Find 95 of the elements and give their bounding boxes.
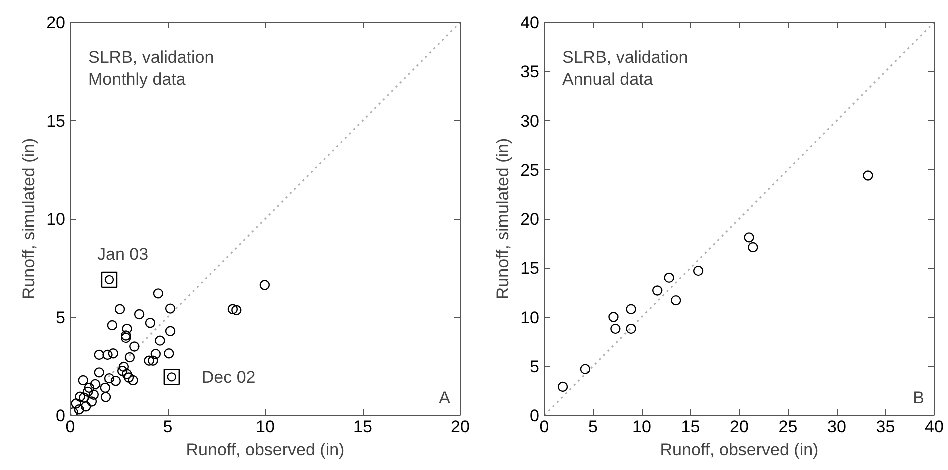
- point: [75, 392, 86, 402]
- point: [626, 324, 636, 334]
- point: [148, 356, 158, 366]
- point: [671, 295, 682, 306]
- point: [232, 305, 242, 316]
- point: [94, 350, 104, 360]
- point: [74, 404, 84, 415]
- x-axis-title: Runoff, observed (in): [660, 440, 819, 460]
- point: [114, 304, 126, 314]
- x-tick-label: 15: [354, 418, 372, 436]
- point: [100, 392, 112, 402]
- point: [664, 272, 674, 284]
- point: [107, 320, 118, 331]
- annotation: SLRB, validation: [562, 48, 688, 67]
- y-axis-title: Runoff, simulated (in): [20, 138, 39, 300]
- x-tick-label: 10: [632, 418, 652, 436]
- point: [863, 170, 874, 181]
- point: [124, 372, 134, 383]
- y-tick-label: 10: [46, 210, 66, 229]
- point: [122, 324, 132, 334]
- point: [608, 312, 619, 322]
- point: [165, 304, 176, 314]
- point: [134, 309, 145, 320]
- x-tick-label: 5: [588, 418, 598, 436]
- x-axis-title: Runoff, observed (in): [186, 440, 345, 460]
- point: [71, 398, 82, 409]
- point: [110, 376, 122, 386]
- y-tick-label: 15: [46, 112, 66, 131]
- point: [104, 373, 115, 384]
- x-tick-label: 5: [163, 418, 173, 436]
- point: [153, 288, 164, 299]
- point: [626, 304, 636, 314]
- annotation: Dec 02: [202, 368, 256, 388]
- annotation: Monthly data: [88, 70, 186, 89]
- y-tick-label: 25: [520, 160, 540, 180]
- x-tick-label: 35: [876, 418, 896, 436]
- y-tick-label: 5: [530, 357, 540, 376]
- annotation: A: [439, 388, 452, 408]
- y-tick-label: 20: [46, 14, 66, 32]
- y-tick-label: 40: [520, 14, 540, 32]
- point: [124, 352, 136, 363]
- point: [102, 350, 113, 360]
- point: [86, 396, 98, 407]
- annotation: SLRB, validation: [88, 48, 214, 67]
- x-tick-label: 10: [256, 418, 275, 436]
- point: [744, 232, 754, 243]
- point: [117, 366, 128, 376]
- point: [228, 304, 238, 314]
- point: [145, 318, 156, 328]
- point: [120, 332, 132, 344]
- annotation: Jan 03: [98, 244, 149, 264]
- point: [693, 266, 704, 276]
- y-axis-title: Runoff, simulated (in): [494, 138, 513, 300]
- point: [128, 375, 138, 386]
- point: [580, 364, 591, 374]
- point: [164, 369, 180, 386]
- point: [84, 382, 95, 394]
- point: [164, 348, 174, 359]
- point: [260, 280, 270, 290]
- point: [100, 382, 111, 394]
- y-tick-label: 30: [520, 112, 540, 131]
- point: [558, 382, 568, 392]
- point: [82, 386, 94, 398]
- point: [108, 348, 118, 359]
- point: [120, 330, 132, 341]
- x-tick-label: 25: [778, 418, 798, 436]
- x-tick-label: 20: [730, 418, 749, 436]
- point: [88, 390, 99, 400]
- x-tick-label: 20: [451, 418, 470, 436]
- point: [610, 324, 621, 334]
- point: [78, 375, 88, 386]
- point: [94, 368, 104, 378]
- y-tick-label: 35: [520, 62, 540, 82]
- y-tick-label: 15: [520, 259, 540, 278]
- y-tick-label: 10: [520, 308, 540, 328]
- point: [144, 356, 154, 366]
- y-tick-label: 5: [56, 308, 66, 328]
- y-tick-label: 20: [520, 210, 540, 229]
- point: [652, 286, 663, 296]
- point: [165, 326, 176, 336]
- point: [155, 336, 166, 346]
- x-tick-label: 30: [828, 418, 846, 436]
- point: [79, 392, 90, 403]
- point: [81, 402, 92, 412]
- point: [101, 272, 118, 288]
- x-tick-label: 15: [681, 418, 700, 436]
- point: [122, 369, 132, 380]
- annotation: B: [913, 388, 925, 408]
- point: [130, 342, 140, 352]
- point: [150, 349, 162, 360]
- x-tick-label: 40: [925, 418, 944, 436]
- point: [90, 379, 101, 390]
- point: [118, 362, 130, 372]
- annotation: Annual data: [562, 70, 654, 89]
- point: [748, 242, 758, 253]
